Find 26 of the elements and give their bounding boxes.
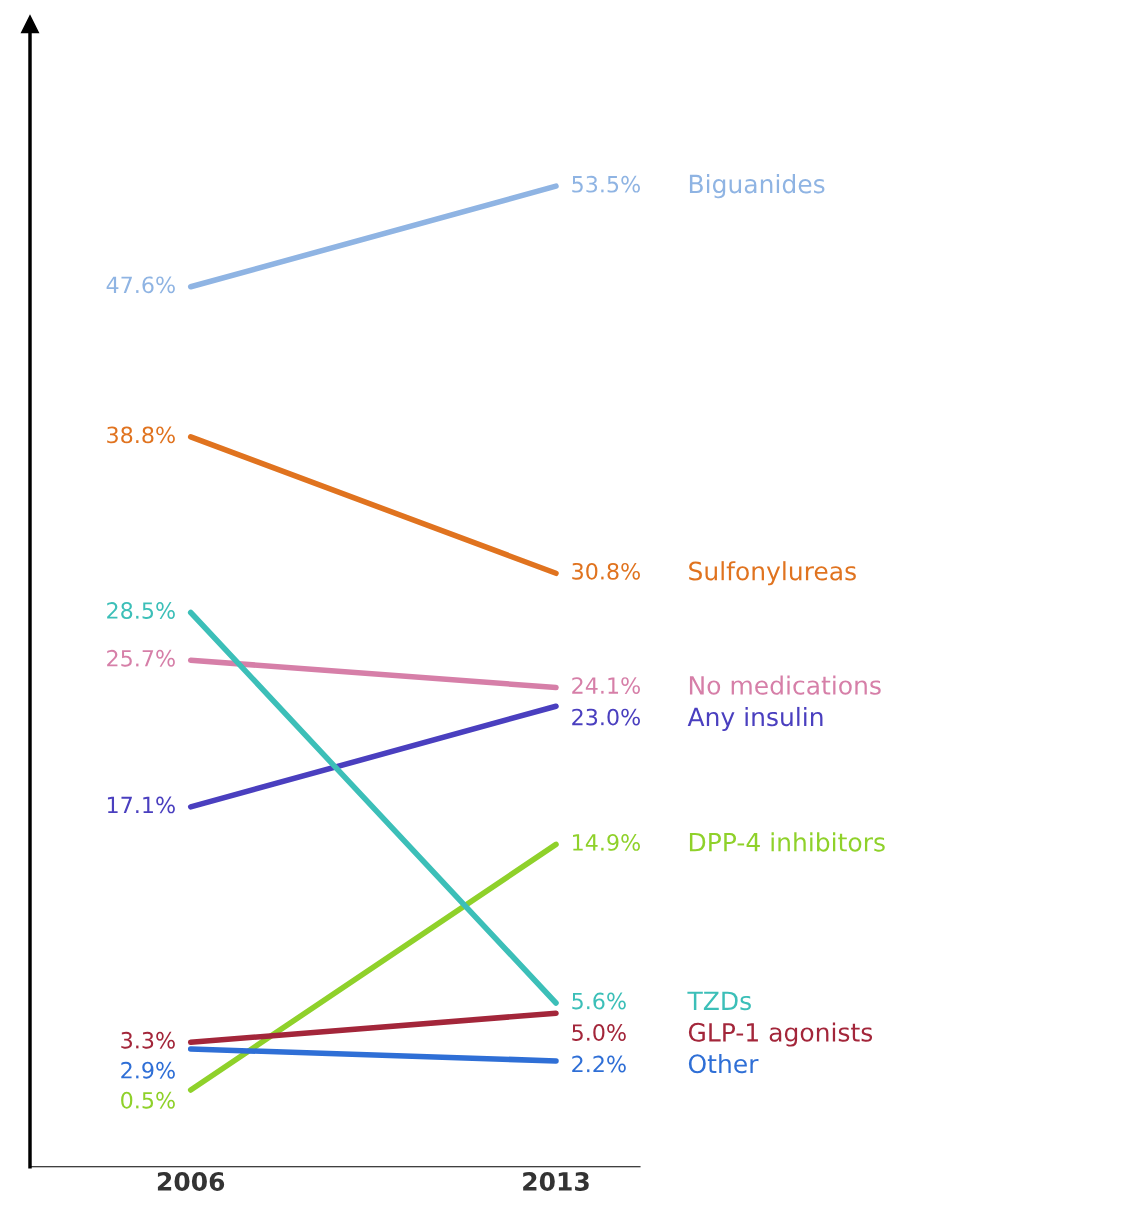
data-label: 5.0%	[572, 1024, 626, 1041]
data-label: 24.1%	[572, 677, 640, 694]
data-label: 47.6%	[106, 276, 175, 294]
data-label: 17.1%	[107, 796, 175, 814]
data-label: 28.5%	[107, 602, 175, 619]
text: Other	[688, 1053, 759, 1074]
data-label: 30.8%	[572, 562, 640, 580]
text: No medications	[689, 675, 881, 695]
data-label: 23.0%	[572, 708, 640, 726]
text: Sulfonylureas	[689, 561, 856, 586]
data-label: 14.9%	[573, 834, 640, 851]
data-label: 0.5%	[121, 1091, 175, 1109]
x-tick-label: 2006	[157, 1171, 225, 1191]
data-label: 2.2%	[572, 1055, 626, 1073]
text: TZDs	[687, 991, 751, 1011]
data-label: 25.7%	[107, 649, 175, 667]
data-label: 3.3%	[121, 1031, 175, 1049]
data-label: 38.8%	[107, 426, 175, 444]
data-label: 2.9%	[121, 1061, 175, 1079]
data-label: 53.5%	[572, 175, 640, 193]
data-label: 5.6%	[572, 992, 626, 1010]
x-tick-label: 2013	[523, 1171, 589, 1191]
text: Any insulin	[687, 706, 823, 732]
text: DPP-4 inhibitors	[689, 832, 885, 852]
text: GLP-1 agonists	[688, 1022, 873, 1047]
text: Biguanides	[689, 174, 825, 199]
